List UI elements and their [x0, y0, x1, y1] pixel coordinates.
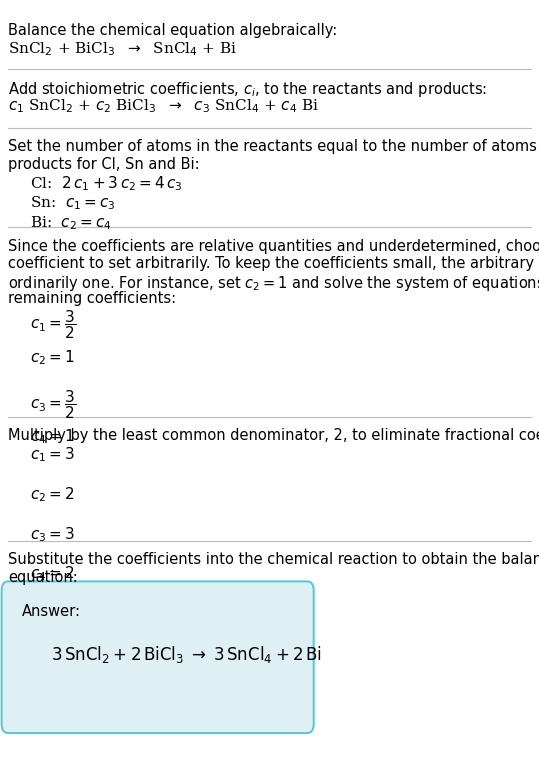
Text: $3\,\mathrm{SnCl_2} + 2\,\mathrm{BiCl_3}\;\rightarrow\;3\,\mathrm{SnCl_4} + 2\,\: $3\,\mathrm{SnCl_2} + 2\,\mathrm{BiCl_3}…: [51, 644, 322, 665]
Text: $c_1 = 3$: $c_1 = 3$: [30, 446, 74, 465]
Text: equation:: equation:: [8, 570, 78, 585]
Text: Since the coefficients are relative quantities and underdetermined, choose a: Since the coefficients are relative quan…: [8, 239, 539, 254]
Text: $c_4 = 1$: $c_4 = 1$: [30, 427, 74, 447]
Text: $c_2 = 2$: $c_2 = 2$: [30, 485, 74, 504]
Text: $c_4 = 2$: $c_4 = 2$: [30, 565, 74, 584]
Text: coefficient to set arbitrarily. To keep the coefficients small, the arbitrary va: coefficient to set arbitrarily. To keep …: [8, 256, 539, 271]
Text: $c_1 = \dfrac{3}{2}$: $c_1 = \dfrac{3}{2}$: [30, 309, 75, 341]
Text: remaining coefficients:: remaining coefficients:: [8, 291, 176, 306]
Text: Add stoichiometric coefficients, $c_i$, to the reactants and products:: Add stoichiometric coefficients, $c_i$, …: [8, 80, 487, 99]
Text: Sn:  $c_1 = c_3$: Sn: $c_1 = c_3$: [30, 194, 115, 212]
Text: $c_2 = 1$: $c_2 = 1$: [30, 348, 74, 367]
Text: Set the number of atoms in the reactants equal to the number of atoms in the: Set the number of atoms in the reactants…: [8, 139, 539, 155]
Text: Multiply by the least common denominator, 2, to eliminate fractional coefficient: Multiply by the least common denominator…: [8, 428, 539, 443]
Text: Answer:: Answer:: [22, 604, 80, 619]
FancyBboxPatch shape: [2, 581, 314, 733]
Text: Bi:  $c_2 = c_4$: Bi: $c_2 = c_4$: [30, 214, 112, 232]
Text: Balance the chemical equation algebraically:: Balance the chemical equation algebraica…: [8, 23, 337, 38]
Text: $c_1$ SnCl$_2$ + $c_2$ BiCl$_3$  $\rightarrow$  $c_3$ SnCl$_4$ + $c_4$ Bi: $c_1$ SnCl$_2$ + $c_2$ BiCl$_3$ $\righta…: [8, 98, 319, 115]
Text: ordinarily one. For instance, set $c_2 = 1$ and solve the system of equations fo: ordinarily one. For instance, set $c_2 =…: [8, 274, 539, 293]
Text: Substitute the coefficients into the chemical reaction to obtain the balanced: Substitute the coefficients into the che…: [8, 552, 539, 568]
Text: $c_3 = 3$: $c_3 = 3$: [30, 525, 74, 544]
Text: SnCl$_2$ + BiCl$_3$  $\rightarrow$  SnCl$_4$ + Bi: SnCl$_2$ + BiCl$_3$ $\rightarrow$ SnCl$_…: [8, 40, 237, 58]
Text: Cl:  $2\,c_1 + 3\,c_2 = 4\,c_3$: Cl: $2\,c_1 + 3\,c_2 = 4\,c_3$: [30, 174, 183, 194]
Text: products for Cl, Sn and Bi:: products for Cl, Sn and Bi:: [8, 157, 200, 172]
Text: $c_3 = \dfrac{3}{2}$: $c_3 = \dfrac{3}{2}$: [30, 388, 75, 421]
